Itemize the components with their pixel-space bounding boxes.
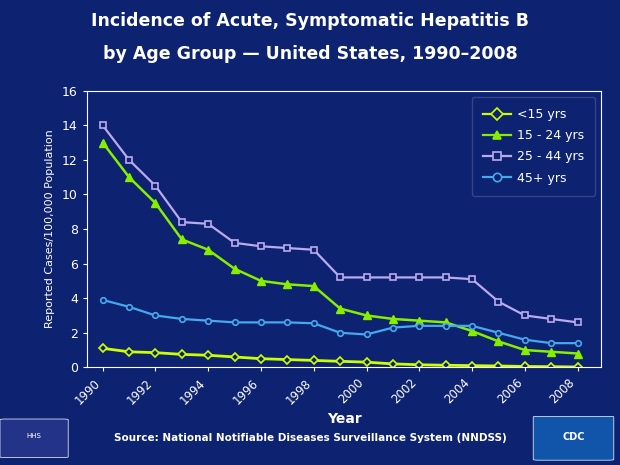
Text: Source: National Notifiable Diseases Surveillance System (NNDSS): Source: National Notifiable Diseases Sur… [113, 433, 507, 443]
Text: CDC: CDC [562, 432, 585, 442]
FancyBboxPatch shape [0, 419, 68, 458]
Text: HHS: HHS [27, 432, 42, 438]
Text: by Age Group — United States, 1990–2008: by Age Group — United States, 1990–2008 [103, 45, 517, 62]
Legend: <15 yrs, 15 - 24 yrs, 25 - 44 yrs, 45+ yrs: <15 yrs, 15 - 24 yrs, 25 - 44 yrs, 45+ y… [472, 97, 595, 196]
X-axis label: Year: Year [327, 412, 361, 426]
Text: Incidence of Acute, Symptomatic Hepatitis B: Incidence of Acute, Symptomatic Hepatiti… [91, 12, 529, 29]
Y-axis label: Reported Cases/100,000 Population: Reported Cases/100,000 Population [45, 130, 55, 328]
FancyBboxPatch shape [533, 416, 614, 460]
